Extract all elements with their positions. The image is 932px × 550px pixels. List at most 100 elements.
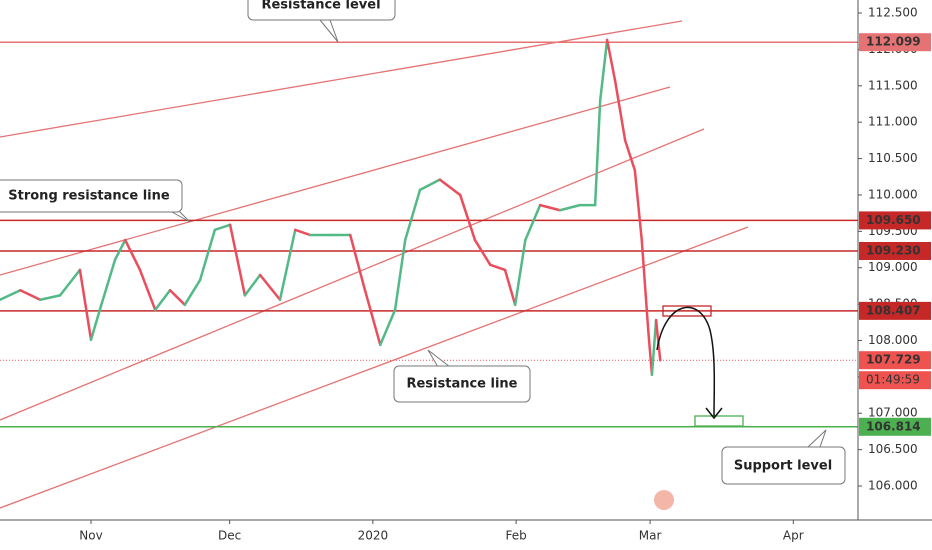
countdown: 01:49:59 [866,373,920,387]
y-tick-label: 106.000 [868,479,918,493]
callout: Strong resistance line [0,179,191,223]
price-segment [403,188,422,242]
y-tick-label: 111.500 [868,78,918,92]
price-segment [650,318,658,376]
y-tick-label: 112.500 [868,6,918,20]
price-segment [524,203,542,242]
price-segment [623,139,637,172]
y-tick-label: 108.000 [868,333,918,347]
x-tick-label: Apr [783,529,804,543]
price-segment [168,289,187,307]
x-tick-label: Nov [79,529,102,543]
price-segment [58,268,82,297]
price-segment [593,99,602,207]
trend-line [0,226,749,509]
price-segment [513,238,527,307]
arrow-head [705,407,723,420]
callout-text: Support level [734,459,832,474]
y-tick-label: 109.000 [868,260,918,274]
levels [0,41,858,428]
price-segment [633,168,644,242]
price-segment [19,289,42,301]
level-label-bg [859,417,931,436]
price-segment [198,228,217,282]
level-label: 109.230 [866,243,921,257]
marker-box [694,415,744,427]
forecast-arrow [656,306,716,417]
price-segment [293,228,312,237]
price-segment [138,268,157,312]
price-segment [38,294,62,301]
price-segment [278,228,297,301]
level-label: 106.814 [866,419,921,433]
price-segment [228,223,247,297]
price-segment [488,263,507,272]
level-label-bg [859,211,931,230]
level-label-bg [859,301,931,320]
event-icon [654,490,674,510]
callout-text: Resistance level [261,0,380,13]
level-label: 109.650 [866,213,921,227]
price-segment [605,38,617,82]
price-segment [89,308,102,342]
price-series [0,38,662,376]
marker-box [662,305,712,317]
callout: Support level [721,429,846,485]
price-segment [0,289,22,301]
price-segment [640,238,650,332]
callout: Resistance line [393,349,531,403]
price-segment [243,273,262,297]
countdown-bg [859,371,931,390]
trend-line [0,20,683,138]
callout-text: Strong resistance line [8,189,170,204]
price-segment [503,268,517,307]
price-segment [538,203,562,212]
callout-box [247,0,396,21]
callout-box [0,179,183,213]
price-segment [438,178,462,197]
level-label: 107.729 [866,353,921,367]
callout-box [393,365,531,403]
level-label-bg [859,241,931,260]
price-segment [379,308,397,347]
y-tick-label: 107.000 [868,406,918,420]
price-segment [113,238,127,261]
price-segment [348,233,367,292]
callout-box [721,446,846,485]
price-segment [393,238,407,312]
y-tick-label: 110.500 [868,151,918,165]
price-segment [363,289,382,347]
y-tick-label: 110.000 [868,187,918,201]
y-tick-label: 111.000 [868,115,918,129]
price-segment [598,38,609,102]
price-segment [558,203,582,212]
price-segment [98,258,117,312]
level-label: 112.099 [866,35,921,49]
price-segment [613,78,627,142]
x-tick-label: Mar [639,529,662,543]
callout: Resistance level [247,0,396,43]
axes: 112.500112.000111.500111.000110.500110.0… [79,6,931,543]
level-label: 108.407 [866,303,921,317]
x-tick-label: Feb [505,529,526,543]
price-segment [418,178,442,192]
price-segment [123,238,142,272]
price-segment [473,238,492,267]
price-segment [654,318,662,362]
y-tick-label: 106.500 [868,442,918,456]
trend-line [0,128,705,421]
price-segment [213,223,232,232]
price-segment [258,273,282,301]
price-segment [183,278,202,307]
level-label-bg [859,351,931,370]
x-tick-label: Dec [218,529,241,543]
price-segment [458,193,477,242]
price-segment [78,268,93,342]
level-label-bg [859,33,931,52]
trend-lines [0,20,749,509]
callout-text: Resistance line [406,377,517,392]
x-tick-label: 2020 [358,529,389,543]
price-segment [153,289,172,312]
trend-line [0,86,671,276]
